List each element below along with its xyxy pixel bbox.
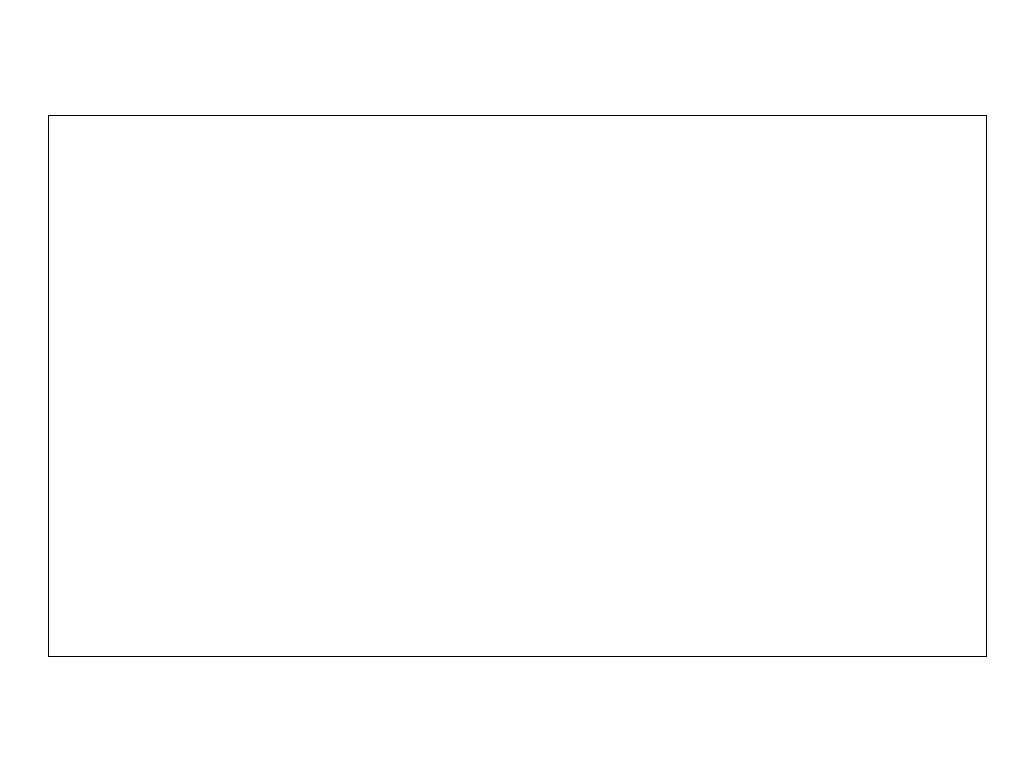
map-plot-frame <box>48 115 987 657</box>
shear-streamline-map-canvas <box>49 116 986 656</box>
colorbar <box>96 704 926 754</box>
